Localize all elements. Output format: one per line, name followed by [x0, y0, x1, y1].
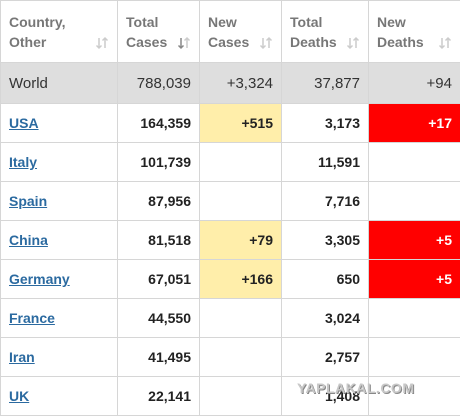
table-cell: USA	[0, 103, 118, 143]
table-row: China 81,518 +79 3,305 +5	[0, 220, 460, 260]
table-cell: France	[0, 298, 118, 338]
table-cell: 67,051	[117, 259, 200, 299]
table-cell: 87,956	[117, 181, 200, 221]
table-cell: Germany	[0, 259, 118, 299]
column-label: Total Deaths	[290, 13, 337, 50]
sort-icon	[438, 36, 452, 50]
table-cell	[368, 181, 460, 221]
table-cell	[199, 142, 282, 182]
table-cell: 11,591	[281, 142, 369, 182]
country-link[interactable]: Italy	[9, 154, 38, 170]
country-link[interactable]: UK	[9, 388, 30, 404]
table-cell: 44,550	[117, 298, 200, 338]
table-cell: World	[0, 62, 118, 104]
column-label: New Deaths	[377, 13, 424, 50]
table-cell: 7,716	[281, 181, 369, 221]
table-cell: +17	[368, 103, 460, 143]
table-cell	[368, 337, 460, 377]
table-row: Spain 87,956 7,716	[0, 181, 460, 221]
country-link[interactable]: France	[9, 310, 55, 326]
column-header[interactable]: New Cases	[199, 0, 282, 63]
table-cell: 2,757	[281, 337, 369, 377]
column-label: New Cases	[208, 13, 250, 50]
table-row: France 44,550 3,024	[0, 298, 460, 338]
table-row: Italy 101,739 11,591	[0, 142, 460, 182]
table-cell: 3,305	[281, 220, 369, 260]
sort-icon	[259, 36, 273, 50]
country-link[interactable]: Spain	[9, 193, 48, 209]
sort-icon	[346, 36, 360, 50]
sort-icon	[95, 36, 109, 50]
table-cell: +166	[199, 259, 282, 299]
table-cell: 650	[281, 259, 369, 299]
table-cell	[199, 376, 282, 416]
table-cell: UK	[0, 376, 118, 416]
column-label: Total Cases	[126, 13, 168, 50]
table-cell	[368, 142, 460, 182]
country-link[interactable]: China	[9, 232, 48, 248]
table-cell: +5	[368, 220, 460, 260]
table-cell: 81,518	[117, 220, 200, 260]
table-cell: +3,324	[199, 62, 282, 104]
country-link[interactable]: Iran	[9, 349, 35, 365]
table-cell: 1,408	[281, 376, 369, 416]
table-cell: 788,039	[117, 62, 200, 104]
table-row: UK 22,141 1,408	[0, 376, 460, 416]
table-row: USA 164,359 +515 3,173 +17	[0, 103, 460, 143]
watermark: YAPLAKAL.COM	[297, 380, 415, 396]
table-cell: 22,141	[117, 376, 200, 416]
table-cell: 164,359	[117, 103, 200, 143]
table-cell	[368, 298, 460, 338]
table-cell: 101,739	[117, 142, 200, 182]
table-cell: 37,877	[281, 62, 369, 104]
table-row: Germany 67,051 +166 650 +5	[0, 259, 460, 299]
country-link[interactable]: Germany	[9, 271, 70, 287]
table-cell: Italy	[0, 142, 118, 182]
column-header[interactable]: Total Cases	[117, 0, 200, 63]
table-cell	[199, 181, 282, 221]
table-cell: 3,024	[281, 298, 369, 338]
table-cell: +79	[199, 220, 282, 260]
table-cell	[199, 337, 282, 377]
table-cell: Spain	[0, 181, 118, 221]
table-cell: 3,173	[281, 103, 369, 143]
column-label: Country, Other	[9, 13, 66, 50]
sort-icon	[177, 36, 191, 50]
column-header[interactable]: Country, Other	[0, 0, 118, 63]
country-link[interactable]: USA	[9, 115, 39, 131]
header-row: Country, Other Total Cases New Cases Total …	[0, 0, 460, 63]
table-cell: China	[0, 220, 118, 260]
table-cell	[199, 298, 282, 338]
table-body: World 788,039 +3,324 37,877 +94 USA 164,359 +51…	[0, 62, 460, 416]
table-row: World 788,039 +3,324 37,877 +94	[0, 62, 460, 104]
table-cell: Iran	[0, 337, 118, 377]
table-cell: +94	[368, 62, 460, 104]
column-header[interactable]: New Deaths	[368, 0, 460, 63]
column-header[interactable]: Total Deaths	[281, 0, 369, 63]
table-cell: +5	[368, 259, 460, 299]
table-row: Iran 41,495 2,757	[0, 337, 460, 377]
table-cell: +515	[199, 103, 282, 143]
table-cell: 41,495	[117, 337, 200, 377]
table-cell	[368, 376, 460, 416]
